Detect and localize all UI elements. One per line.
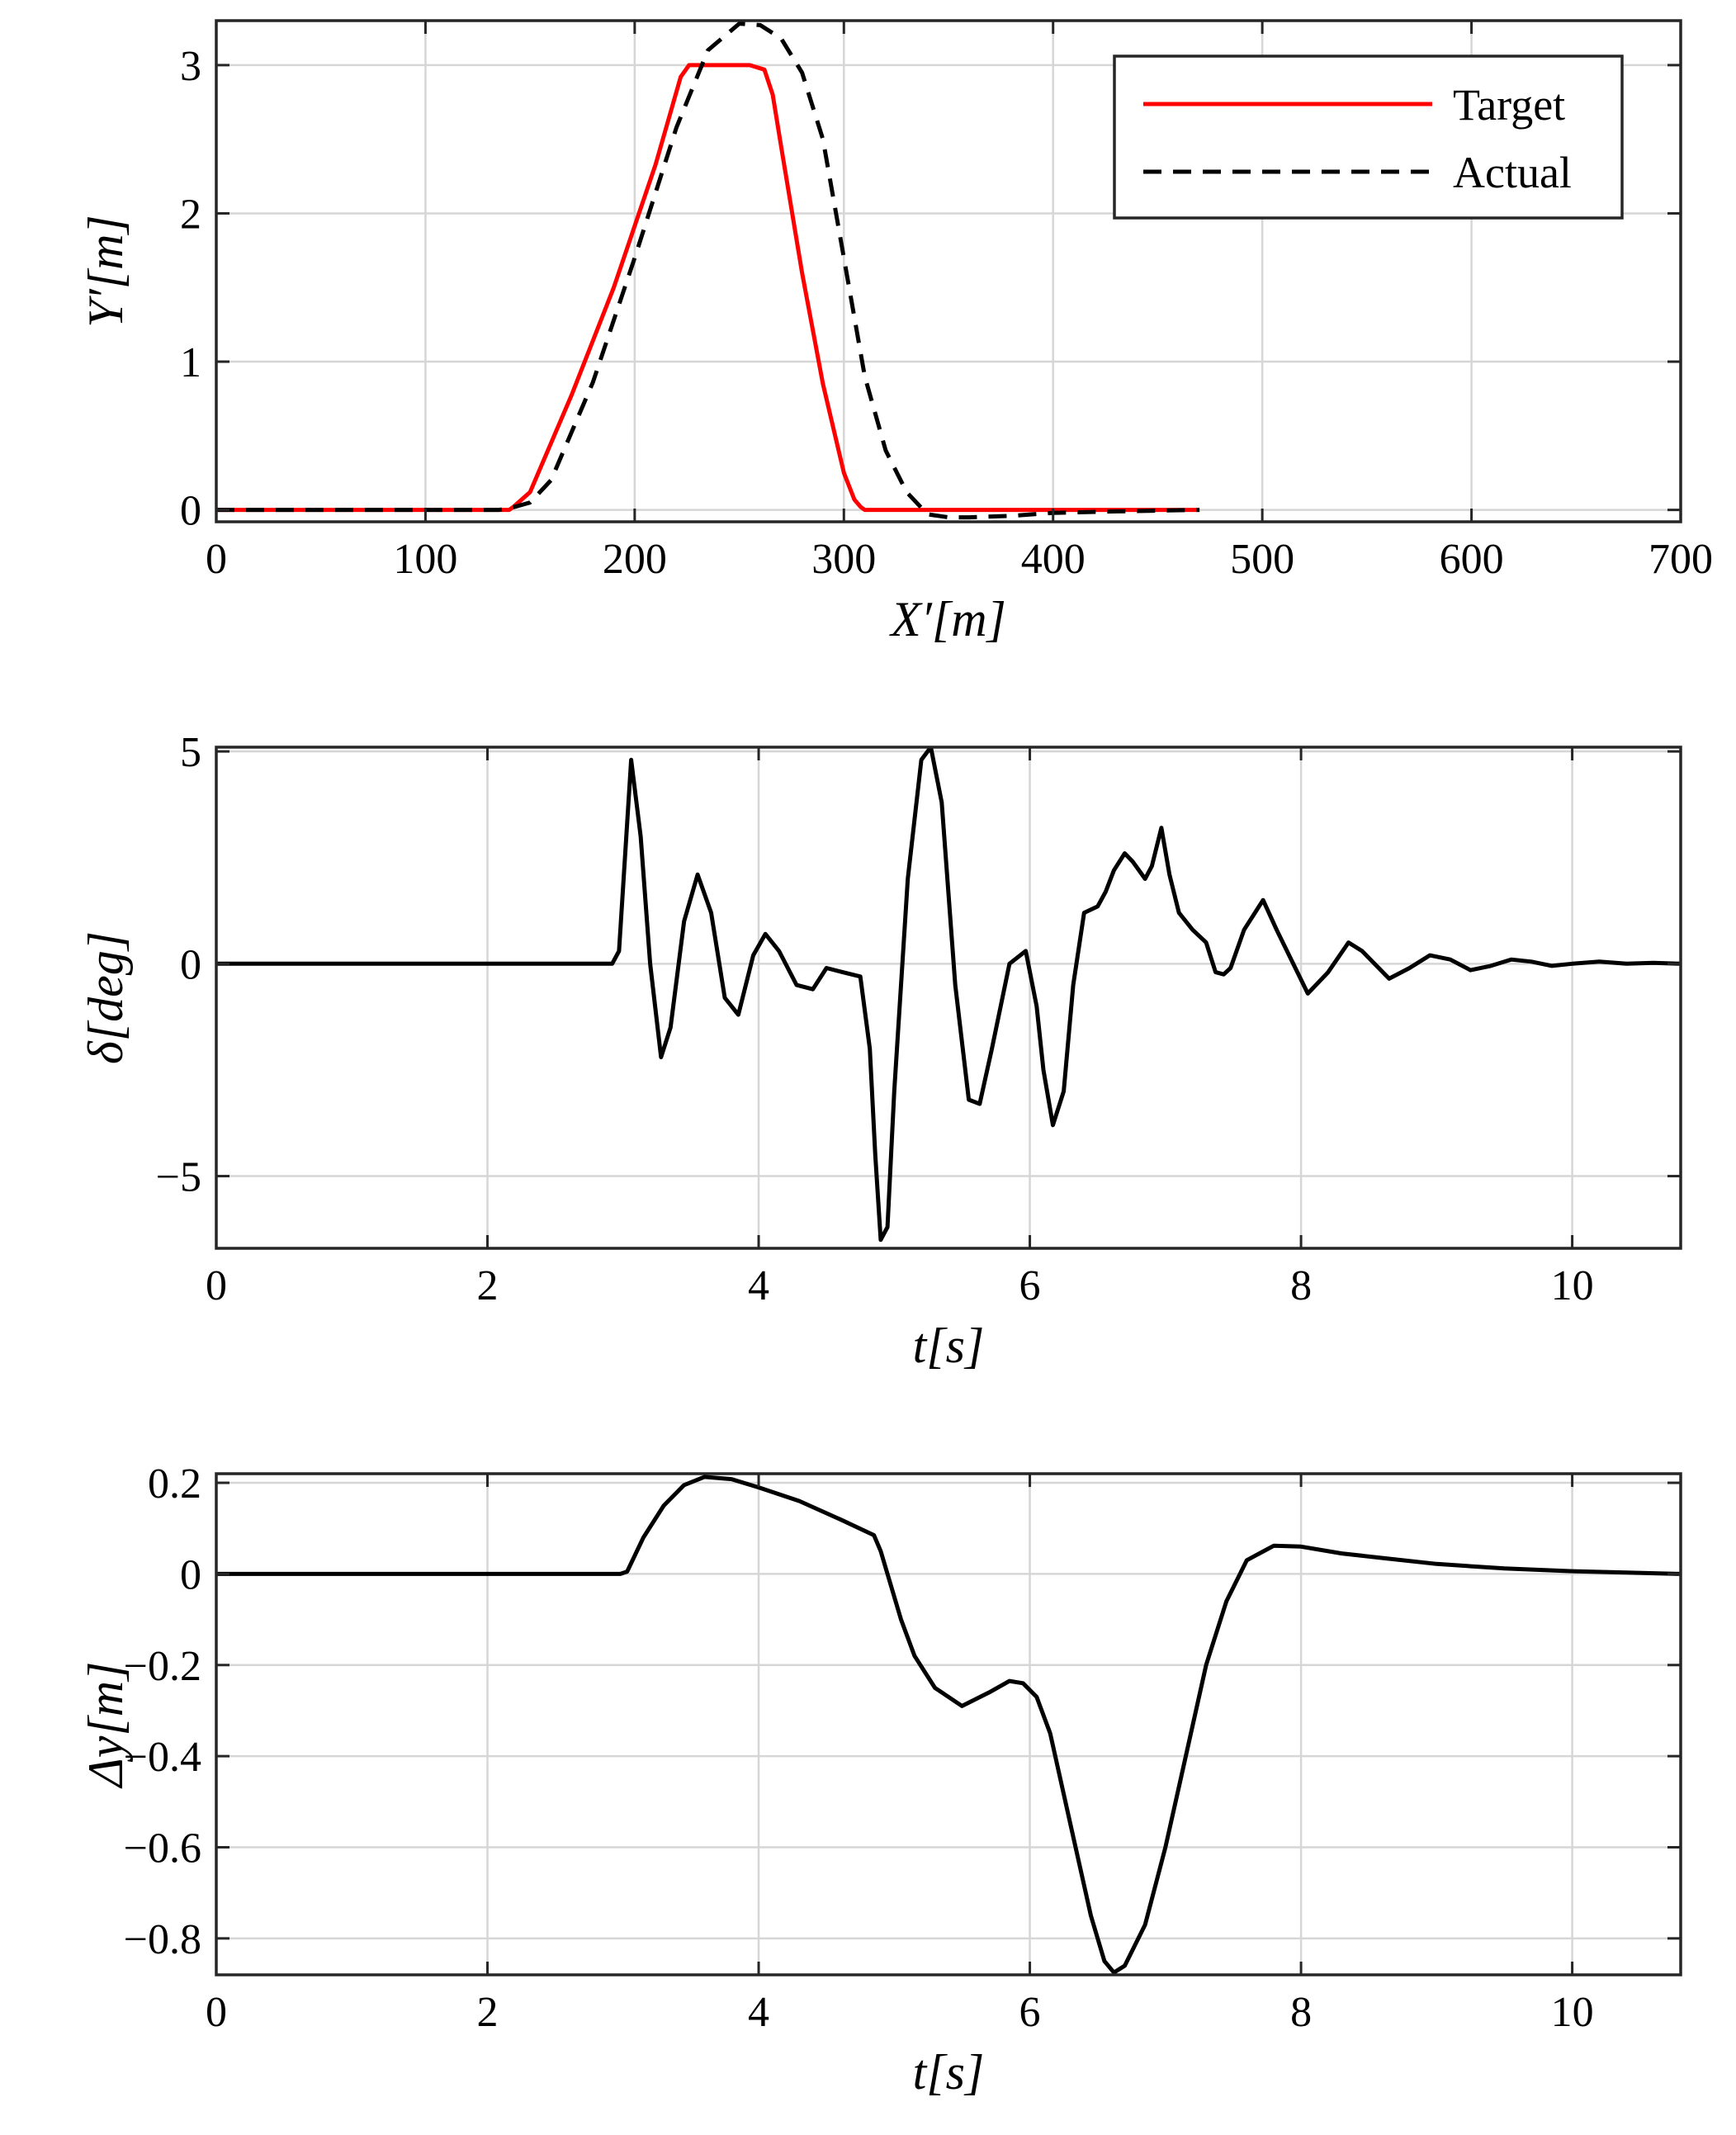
y-tick-label: 0 [180,941,201,988]
x-axis-label: t[s] [913,2045,985,2099]
series-line-actual [216,21,1200,520]
y-tick-label: 5 [180,729,201,776]
series-line-target [216,63,1200,513]
y-tick-label: 0.2 [148,1460,201,1508]
axes-frame [215,746,1682,1250]
legend: Target Actual [1113,54,1624,220]
y-axis-label: Δy[m] [78,1662,133,1789]
y-axis-label: Y′[m] [78,215,133,328]
x-tick-label: 2 [477,1989,499,2036]
y-tick-label: 0 [180,488,201,535]
y-tick-label: 1 [180,339,201,386]
y-tick-label: −0.6 [124,1825,201,1872]
legend-box [1113,54,1624,220]
x-tick-label: 400 [1021,536,1086,583]
x-tick-label: 700 [1648,536,1713,583]
series-line- [216,747,1681,1243]
x-tick-label: 6 [1019,1262,1041,1309]
y-tick-label: 0 [180,1551,201,1598]
y-tick-label: −0.2 [124,1643,201,1690]
steering-chart: 0 2 4 6 8 10 5 0 −5 t[s] δ[deg] [78,729,1682,1373]
x-axis-label: t[s] [913,1318,985,1373]
lateral-error-chart: 0 2 4 6 8 10 0.2 0 −0.2 −0.4 −0.6 −0.8 t[s] Δy[m] [78,1460,1682,2099]
x-tick-label: 2 [477,1262,499,1309]
axes-frame [215,1472,1682,1976]
legend-label: Actual [1453,148,1572,197]
x-tick-label: 0 [206,1989,227,2036]
x-tick-label: 4 [748,1989,769,2036]
axes-frame [215,19,1682,523]
y-tick-label: −0.4 [124,1734,201,1781]
legend-label: Target [1453,80,1565,130]
y-tick-label: 2 [180,191,201,238]
x-tick-label: 0 [206,536,227,583]
x-tick-label: 600 [1440,536,1504,583]
x-tick-label: 300 [811,536,876,583]
trajectory-chart: 0 100 200 300 400 500 600 700 0 1 2 3 X′[m] Y′[m] Targ… [78,19,1713,646]
x-tick-label: 8 [1290,1262,1312,1309]
y-tick-label: 3 [180,43,201,90]
x-tick-label: 6 [1019,1989,1041,2036]
x-tick-label: 10 [1551,1989,1594,2036]
y-tick-label: −5 [156,1154,201,1201]
series-line-y [216,1475,1681,1975]
x-tick-label: 100 [393,536,457,583]
x-tick-label: 500 [1230,536,1294,583]
x-tick-label: 200 [603,536,667,583]
y-tick-label: −0.8 [124,1916,201,1963]
x-tick-label: 8 [1290,1989,1312,2036]
x-axis-label: X′[m] [889,592,1006,646]
x-tick-label: 4 [748,1262,769,1309]
y-axis-label: δ[deg] [78,931,133,1064]
x-tick-label: 10 [1551,1262,1594,1309]
x-tick-label: 0 [206,1262,227,1309]
